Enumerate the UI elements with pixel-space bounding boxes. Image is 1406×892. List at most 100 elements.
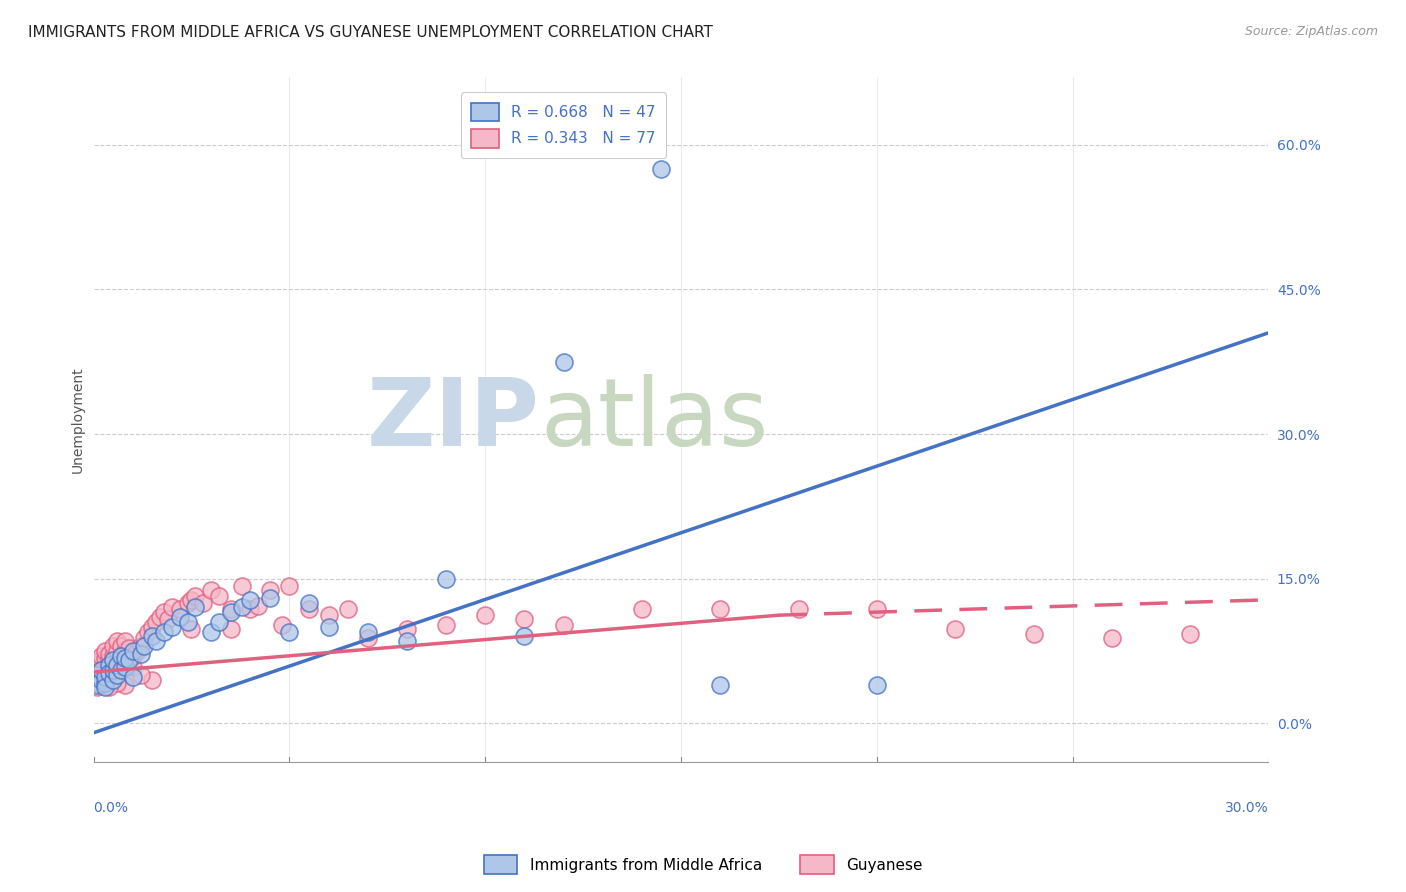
Point	[259, 591, 281, 605]
Point	[145, 615, 167, 629]
Point	[121, 670, 143, 684]
Point	[153, 605, 176, 619]
Point	[231, 600, 253, 615]
Point	[98, 647, 121, 661]
Point	[101, 660, 124, 674]
Point	[105, 644, 128, 658]
Point	[357, 624, 380, 639]
Point	[129, 647, 152, 661]
Point	[866, 677, 889, 691]
Point	[153, 624, 176, 639]
Point	[105, 675, 128, 690]
Y-axis label: Unemployment: Unemployment	[72, 367, 86, 473]
Text: 0.0%: 0.0%	[94, 800, 128, 814]
Point	[1101, 632, 1123, 646]
Point	[98, 658, 121, 673]
Point	[1178, 627, 1201, 641]
Point	[650, 161, 672, 176]
Point	[259, 583, 281, 598]
Point	[553, 617, 575, 632]
Text: ZIP: ZIP	[367, 374, 540, 466]
Text: 30.0%: 30.0%	[1225, 800, 1268, 814]
Point	[219, 622, 242, 636]
Legend: Immigrants from Middle Africa, Guyanese: Immigrants from Middle Africa, Guyanese	[478, 849, 928, 880]
Point	[121, 660, 143, 674]
Point	[134, 639, 156, 653]
Point	[200, 624, 222, 639]
Point	[114, 644, 136, 658]
Point	[94, 644, 117, 658]
Point	[105, 668, 128, 682]
Point	[94, 680, 117, 694]
Point	[278, 579, 301, 593]
Point	[1022, 627, 1045, 641]
Point	[86, 658, 108, 673]
Point	[318, 608, 340, 623]
Point	[160, 620, 183, 634]
Point	[101, 648, 124, 663]
Point	[395, 634, 418, 648]
Point	[395, 622, 418, 636]
Point	[118, 650, 141, 665]
Point	[141, 620, 163, 634]
Point	[118, 653, 141, 667]
Point	[184, 589, 207, 603]
Point	[129, 668, 152, 682]
Point	[208, 615, 231, 629]
Point	[231, 579, 253, 593]
Point	[434, 617, 457, 632]
Point	[125, 644, 148, 658]
Point	[553, 355, 575, 369]
Point	[239, 592, 262, 607]
Point	[160, 600, 183, 615]
Point	[219, 605, 242, 619]
Point	[513, 629, 536, 643]
Point	[101, 639, 124, 653]
Point	[114, 634, 136, 648]
Point	[141, 673, 163, 687]
Point	[86, 675, 108, 690]
Point	[90, 673, 112, 687]
Point	[110, 648, 132, 663]
Point	[866, 602, 889, 616]
Text: atlas: atlas	[540, 374, 768, 466]
Point	[709, 602, 731, 616]
Point	[149, 610, 172, 624]
Point	[110, 648, 132, 663]
Point	[141, 629, 163, 643]
Point	[114, 660, 136, 674]
Text: Source: ZipAtlas.com: Source: ZipAtlas.com	[1244, 25, 1378, 38]
Point	[169, 602, 191, 616]
Point	[105, 653, 128, 667]
Point	[184, 600, 207, 615]
Point	[121, 644, 143, 658]
Point	[118, 640, 141, 655]
Point	[474, 608, 496, 623]
Point	[90, 653, 112, 667]
Point	[219, 602, 242, 616]
Point	[200, 583, 222, 598]
Point	[787, 602, 810, 616]
Point	[90, 663, 112, 677]
Point	[270, 617, 292, 632]
Point	[90, 673, 112, 687]
Point	[86, 668, 108, 682]
Point	[110, 663, 132, 677]
Point	[208, 589, 231, 603]
Point	[709, 677, 731, 691]
Point	[318, 620, 340, 634]
Point	[101, 673, 124, 687]
Legend: R = 0.668   N = 47, R = 0.343   N = 77: R = 0.668 N = 47, R = 0.343 N = 77	[461, 92, 666, 158]
Point	[94, 650, 117, 665]
Point	[121, 648, 143, 663]
Point	[278, 624, 301, 639]
Point	[105, 634, 128, 648]
Point	[94, 658, 117, 673]
Point	[90, 663, 112, 677]
Point	[180, 592, 202, 607]
Point	[434, 572, 457, 586]
Point	[86, 680, 108, 694]
Point	[176, 596, 198, 610]
Point	[101, 663, 124, 677]
Point	[94, 675, 117, 690]
